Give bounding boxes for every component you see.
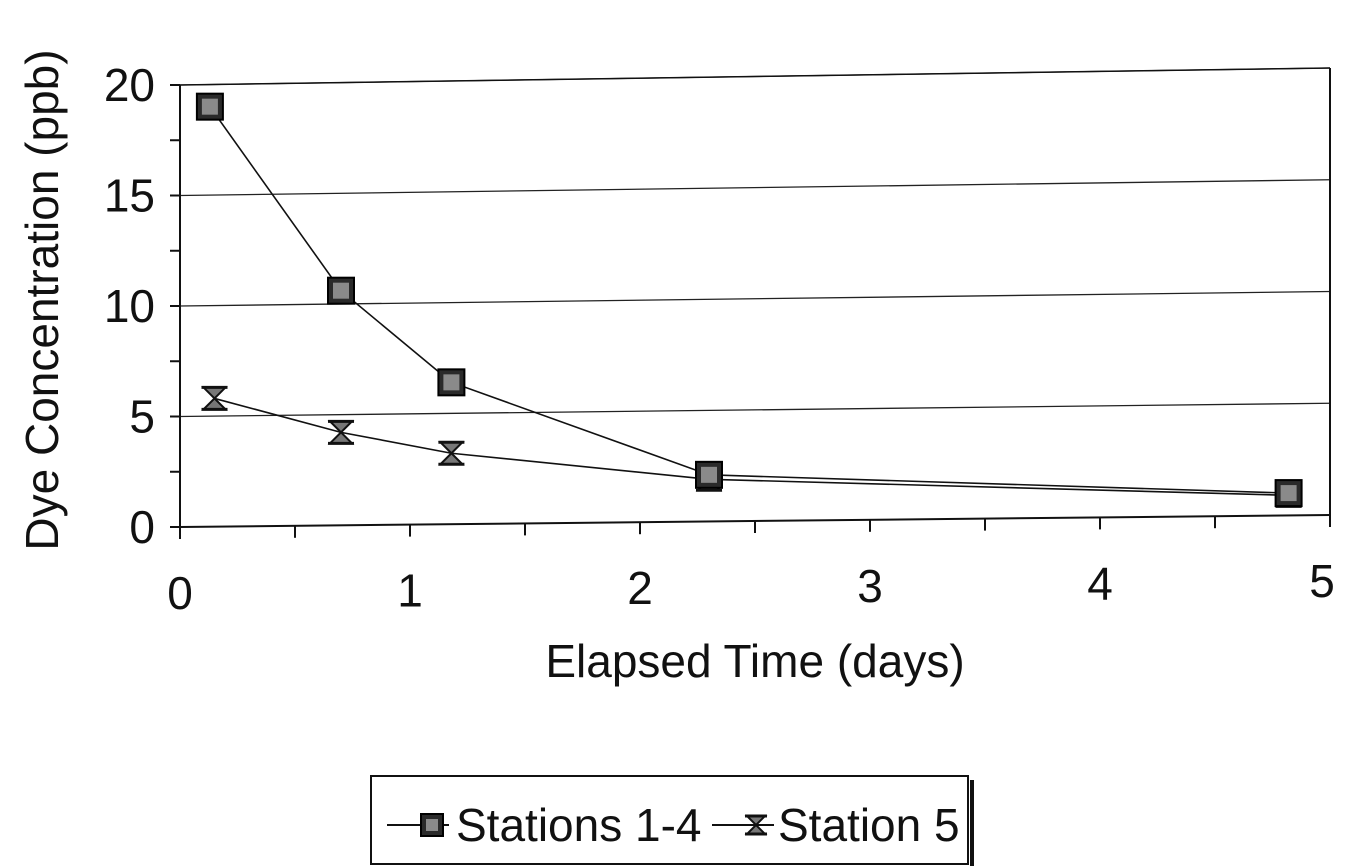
data-point-square: [195, 92, 224, 121]
gridline: [179, 179, 1331, 197]
legend-marker: [744, 814, 768, 836]
x-axis-title: Elapsed Time (days): [545, 635, 964, 687]
data-point-square: [695, 460, 723, 489]
y-axis-title: Dye Concentration (ppb): [16, 49, 68, 550]
y-tick-label: 15: [104, 170, 155, 222]
x-tick-label: 1: [397, 565, 423, 617]
y-tick-label: 0: [129, 501, 155, 553]
x-tick-label: 0: [167, 567, 193, 619]
legend-item: Stations 1-4: [387, 799, 701, 851]
x-tick-label: 2: [627, 562, 653, 614]
legend-item: Station 5: [712, 799, 960, 851]
x-tick-label: 5: [1309, 555, 1335, 607]
legend: Stations 1-4 Station 5: [370, 775, 974, 866]
y-tick-label: 10: [104, 280, 155, 332]
series: [195, 92, 1303, 508]
data-point-hourglass: [201, 385, 228, 411]
grid-lines: [179, 67, 1331, 418]
gridline: [179, 290, 1331, 307]
x-tick-label: 3: [857, 560, 883, 612]
plot-border-top: [179, 67, 1331, 86]
x-tick-label: 4: [1087, 557, 1113, 609]
axis-ticks: [170, 84, 1331, 539]
data-point-square: [1274, 479, 1303, 508]
y-tick-label: 20: [104, 59, 155, 111]
series-line: [214, 397, 1289, 497]
series-line: [209, 106, 1289, 494]
y-tick-label: 5: [129, 391, 155, 443]
tick-labels: 0 1 2 3 4 5 0 5 10 15 20: [104, 59, 1335, 619]
data-point-hourglass: [327, 419, 355, 445]
legend-label: Station 5: [778, 799, 960, 851]
legend-label: Stations 1-4: [456, 799, 701, 851]
legend-box: [370, 775, 969, 865]
data-point-square: [327, 276, 355, 305]
gridline: [179, 402, 1331, 418]
data-point-hourglass: [437, 440, 465, 466]
legend-marker: [420, 813, 444, 837]
data-point-square: [437, 368, 466, 397]
